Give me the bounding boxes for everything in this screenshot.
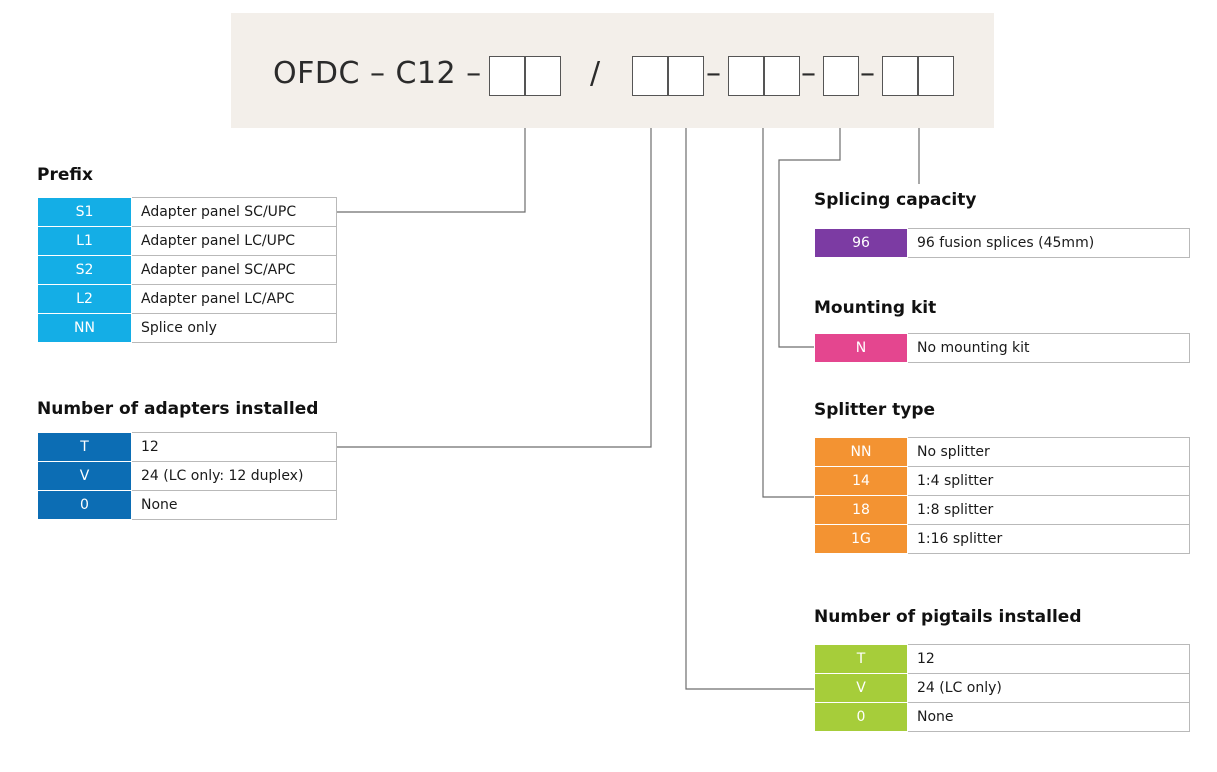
code-box-splitter-1 [728, 56, 764, 96]
splitter-desc-cell: 1:4 splitter [907, 466, 1190, 496]
pigtails-code-cell: 0 [814, 702, 908, 732]
pigtails-desc-cell: 24 (LC only) [907, 673, 1190, 703]
adapters-code-cell: V [37, 461, 132, 491]
code-box-mounting [823, 56, 859, 96]
code-box-adapters [632, 56, 668, 96]
code-box-splicing-1 [882, 56, 918, 96]
prefix-desc-cell: Splice only [131, 313, 337, 343]
splitter-table: NN No splitter 14 1:4 splitter 18 1:8 splitte… [814, 437, 1190, 554]
code-slash-text: / [590, 56, 601, 91]
code-dash-text-1: – [706, 56, 722, 91]
splitter-row: 1G 1:16 splitter [814, 524, 1190, 554]
adapters-desc-cell: None [131, 490, 337, 520]
pigtails-code-cell: T [814, 644, 908, 674]
splicing-row: 96 96 fusion splices (45mm) [814, 228, 1190, 258]
prefix-desc-cell: Adapter panel SC/UPC [131, 197, 337, 227]
code-box-splitter-2 [764, 56, 800, 96]
code-box-prefix-1 [489, 56, 525, 96]
splitter-desc-cell: 1:8 splitter [907, 495, 1190, 525]
prefix-row: S1 Adapter panel SC/UPC [37, 197, 337, 227]
code-banner [231, 13, 994, 128]
splitter-code-cell: 18 [814, 495, 908, 525]
prefix-code-cell: L1 [37, 226, 132, 256]
adapters-code-cell: 0 [37, 490, 132, 520]
pigtails-row: V 24 (LC only) [814, 673, 1190, 703]
mounting-title: Mounting kit [814, 298, 937, 318]
splitter-row: 14 1:4 splitter [814, 466, 1190, 496]
line-splitter [762, 100, 814, 498]
line-mounting [778, 100, 841, 348]
adapters-table: T 12 V 24 (LC only: 12 duplex) 0 None [37, 432, 337, 520]
prefix-code-cell: L2 [37, 284, 132, 314]
splicing-desc-cell: 96 fusion splices (45mm) [907, 228, 1190, 258]
prefix-desc-cell: Adapter panel SC/APC [131, 255, 337, 285]
adapters-desc-cell: 12 [131, 432, 337, 462]
splitter-row: 18 1:8 splitter [814, 495, 1190, 525]
adapters-title: Number of adapters installed [37, 399, 319, 419]
prefix-code-cell: S1 [37, 197, 132, 227]
prefix-row: L1 Adapter panel LC/UPC [37, 226, 337, 256]
mounting-code-cell: N [814, 333, 908, 363]
adapters-row: 0 None [37, 490, 337, 520]
prefix-table: S1 Adapter panel SC/UPC L1 Adapter panel LC… [37, 197, 337, 343]
prefix-code-cell: NN [37, 313, 132, 343]
mounting-row: N No mounting kit [814, 333, 1190, 363]
adapters-row: V 24 (LC only: 12 duplex) [37, 461, 337, 491]
prefix-desc-cell: Adapter panel LC/APC [131, 284, 337, 314]
splicing-code-cell: 96 [814, 228, 908, 258]
splitter-desc-cell: 1:16 splitter [907, 524, 1190, 554]
pigtails-table: T 12 V 24 (LC only) 0 None [814, 644, 1190, 732]
prefix-row: L2 Adapter panel LC/APC [37, 284, 337, 314]
code-prefix-text: OFDC – C12 – [273, 56, 482, 91]
prefix-code-cell: S2 [37, 255, 132, 285]
splitter-title: Splitter type [814, 400, 936, 420]
code-box-prefix-2 [525, 56, 561, 96]
adapters-row: T 12 [37, 432, 337, 462]
pigtails-row: T 12 [814, 644, 1190, 674]
pigtails-title: Number of pigtails installed [814, 607, 1082, 627]
code-box-pigtails [668, 56, 704, 96]
splicing-table: 96 96 fusion splices (45mm) [814, 228, 1190, 258]
line-pigtails [685, 100, 814, 690]
splitter-code-cell: NN [814, 437, 908, 467]
prefix-row: NN Splice only [37, 313, 337, 343]
pigtails-code-cell: V [814, 673, 908, 703]
prefix-title: Prefix [37, 165, 93, 185]
pigtails-desc-cell: 12 [907, 644, 1190, 674]
mounting-table: N No mounting kit [814, 333, 1190, 363]
prefix-row: S2 Adapter panel SC/APC [37, 255, 337, 285]
line-adapters [336, 100, 652, 448]
code-dash-text-3: – [860, 56, 876, 91]
pigtails-row: 0 None [814, 702, 1190, 732]
splitter-code-cell: 1G [814, 524, 908, 554]
code-dash-text-2: – [801, 56, 817, 91]
splitter-row: NN No splitter [814, 437, 1190, 467]
splitter-desc-cell: No splitter [907, 437, 1190, 467]
line-prefix [336, 100, 526, 213]
prefix-desc-cell: Adapter panel LC/UPC [131, 226, 337, 256]
adapters-desc-cell: 24 (LC only: 12 duplex) [131, 461, 337, 491]
mounting-desc-cell: No mounting kit [907, 333, 1190, 363]
pigtails-desc-cell: None [907, 702, 1190, 732]
splicing-title: Splicing capacity [814, 190, 977, 210]
code-box-splicing-2 [918, 56, 954, 96]
adapters-code-cell: T [37, 432, 132, 462]
splitter-code-cell: 14 [814, 466, 908, 496]
